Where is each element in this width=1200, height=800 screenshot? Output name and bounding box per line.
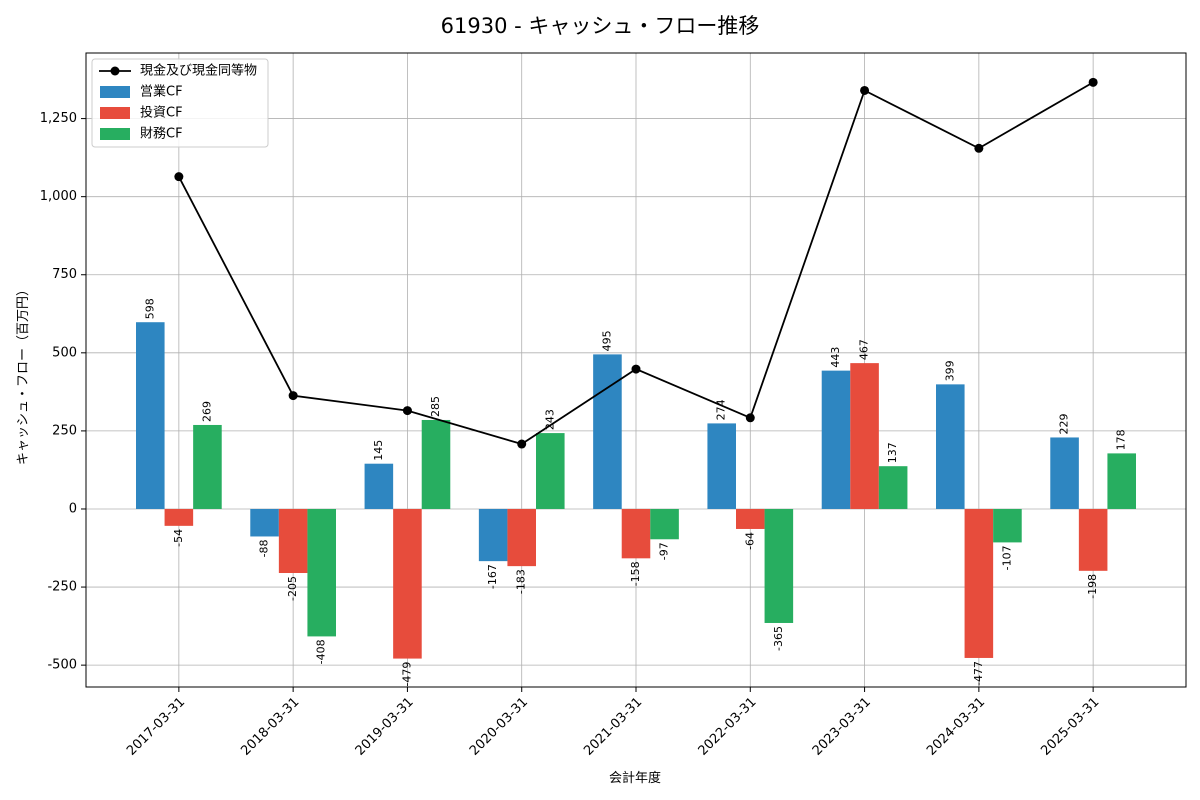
data-label: 598 [143, 298, 156, 319]
data-label: -167 [486, 564, 499, 589]
data-label: -88 [258, 539, 271, 557]
data-label: -97 [658, 542, 671, 560]
y-tick-label: -250 [47, 580, 77, 595]
data-label: -198 [1086, 574, 1099, 599]
bar-財務CF-2024-03-31 [993, 508, 1022, 543]
data-label: 443 [829, 347, 842, 368]
cash-point-2021-03-31 [631, 364, 641, 374]
bar-財務CF-2023-03-31 [878, 466, 908, 509]
bar-投資CF-2022-03-31 [736, 508, 765, 529]
data-label: 269 [200, 401, 213, 422]
y-tick-label: -500 [47, 658, 77, 673]
data-label: 399 [943, 360, 956, 381]
legend-label: 現金及び現金同等物 [140, 63, 257, 79]
cash-point-2018-03-31 [288, 391, 298, 401]
legend-swatch [100, 128, 130, 140]
x-tick-label: 2022-03-31 [696, 695, 760, 759]
cash-point-2022-03-31 [745, 413, 755, 423]
data-label: 137 [886, 442, 899, 463]
legend-label: 営業CF [140, 84, 183, 100]
cash-point-2020-03-31 [517, 439, 527, 449]
data-label: -107 [1000, 545, 1013, 570]
y-tick-label: 0 [69, 501, 77, 516]
bar-営業CF-2021-03-31 [593, 354, 622, 509]
data-label: -408 [315, 639, 328, 664]
bar-投資CF-2021-03-31 [621, 508, 651, 559]
bar-営業CF-2023-03-31 [821, 370, 851, 509]
bar-投資CF-2020-03-31 [507, 508, 536, 567]
data-label: -365 [772, 626, 785, 651]
y-tick-label: 250 [52, 423, 77, 438]
data-label: 467 [858, 339, 871, 360]
x-tick-label: 2020-03-31 [467, 695, 531, 759]
chart-title: 61930 - キャッシュ・フロー推移 [441, 14, 760, 38]
legend-label: 投資CF [140, 105, 183, 121]
bar-投資CF-2018-03-31 [278, 508, 308, 574]
bar-営業CF-2025-03-31 [1050, 437, 1079, 509]
x-axis-label: 会計年度 [609, 770, 661, 786]
data-label: 178 [1115, 429, 1128, 450]
bar-営業CF-2019-03-31 [364, 463, 394, 509]
bar-営業CF-2018-03-31 [250, 508, 279, 537]
data-label: -158 [629, 561, 642, 586]
y-tick-label: 1,250 [40, 111, 77, 126]
bar-投資CF-2023-03-31 [850, 363, 879, 509]
bar-投資CF-2024-03-31 [964, 508, 994, 658]
cash-point-2024-03-31 [974, 143, 984, 153]
data-label: 274 [715, 399, 728, 420]
x-tick-label: 2019-03-31 [353, 695, 417, 759]
cash-point-2019-03-31 [402, 406, 412, 416]
x-tick-label: 2023-03-31 [810, 695, 874, 759]
bar-財務CF-2025-03-31 [1107, 453, 1136, 509]
data-label: 145 [372, 440, 385, 461]
bar-財務CF-2018-03-31 [307, 508, 336, 637]
cash-point-2025-03-31 [1088, 77, 1098, 87]
bar-財務CF-2020-03-31 [536, 433, 565, 509]
legend-box [91, 58, 269, 148]
bar-投資CF-2025-03-31 [1078, 508, 1108, 571]
data-labels: 598 -88 145 -167 495 274 443 399 229 -54 -205 -479 -… [143, 298, 1127, 686]
y-tick-label: 500 [52, 345, 77, 360]
data-label: -477 [972, 661, 985, 686]
y-tick-label: 750 [52, 267, 77, 282]
data-label: 495 [600, 330, 613, 351]
y-axis-label: キャッシュ・フロー（百万円） [16, 283, 31, 465]
legend-line-marker [110, 66, 120, 76]
cash-point-2017-03-31 [174, 172, 184, 182]
legend-label: 財務CF [140, 127, 183, 142]
data-label: -64 [743, 532, 756, 550]
legend-swatch [100, 86, 130, 98]
x-tick-label: 2024-03-31 [924, 695, 988, 759]
bar-投資CF-2019-03-31 [393, 508, 422, 659]
legend-swatch [100, 107, 130, 119]
x-tick-label: 2021-03-31 [581, 695, 645, 759]
bar-財務CF-2017-03-31 [193, 424, 222, 509]
bar-営業CF-2024-03-31 [936, 384, 965, 509]
data-label: 243 [543, 409, 556, 430]
bar-財務CF-2019-03-31 [421, 419, 451, 509]
data-label: 229 [1058, 413, 1071, 434]
bars [136, 322, 1136, 659]
data-label: -183 [515, 569, 528, 594]
data-label: -205 [286, 576, 299, 601]
data-label: 285 [429, 396, 442, 417]
bar-営業CF-2022-03-31 [707, 423, 736, 509]
bar-財務CF-2022-03-31 [764, 508, 794, 623]
bar-投資CF-2017-03-31 [164, 508, 194, 526]
x-tick-label: 2025-03-31 [1038, 695, 1102, 759]
data-label: -54 [172, 529, 185, 547]
cash-point-2023-03-31 [860, 85, 870, 95]
y-tick-label: 1,000 [40, 189, 77, 204]
bar-営業CF-2020-03-31 [478, 508, 508, 562]
bar-営業CF-2017-03-31 [136, 322, 165, 509]
data-label: -479 [400, 662, 413, 687]
x-tick-label: 2018-03-31 [238, 695, 302, 759]
bar-財務CF-2021-03-31 [650, 508, 679, 540]
x-tick-label: 2017-03-31 [124, 695, 188, 759]
